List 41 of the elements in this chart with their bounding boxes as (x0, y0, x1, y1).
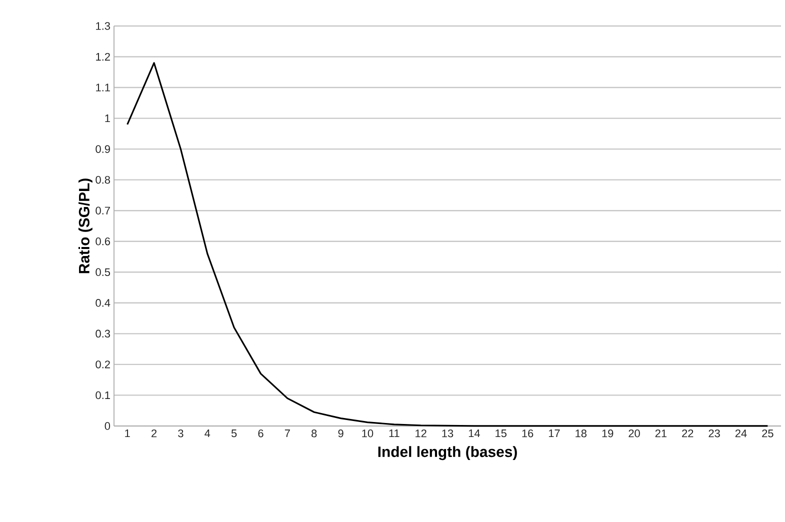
y-tick-label: 0 (104, 422, 110, 430)
y-tick-label: 0.8 (96, 176, 110, 184)
x-tick-label: 11 (389, 430, 400, 438)
x-tick-label: 14 (468, 430, 480, 438)
y-tick-label: 0.4 (96, 299, 110, 307)
x-tick-label: 22 (682, 430, 694, 438)
x-tick-label: 20 (628, 430, 640, 438)
y-tick-label: 1.3 (96, 22, 110, 30)
y-axis-title: Ratio (SG/PL) (78, 178, 92, 274)
y-tick-label: 0.6 (96, 238, 110, 246)
x-tick-label: 4 (204, 430, 210, 438)
y-tick-label: 0.3 (96, 330, 110, 338)
x-tick-label: 15 (496, 430, 506, 438)
y-tick-label: 0.7 (96, 206, 110, 214)
y-tick-label: 1.1 (96, 84, 110, 92)
x-axis-title: Indel length (bases) (378, 446, 517, 460)
y-tick-label: 1.2 (96, 52, 110, 61)
x-tick-label: 6 (258, 430, 264, 438)
x-tick-label: 12 (416, 430, 426, 438)
x-tick-label: 1 (125, 430, 130, 438)
x-tick-label: 21 (655, 430, 667, 438)
x-tick-label: 24 (735, 430, 747, 438)
x-tick-label: 13 (442, 430, 454, 438)
y-tick-label: 0.5 (96, 268, 110, 276)
y-tick-label: 0.2 (96, 360, 110, 368)
x-tick-label: 16 (522, 430, 534, 438)
x-tick-label: 3 (178, 430, 184, 438)
x-tick-label: 23 (708, 430, 720, 438)
x-tick-label: 10 (362, 430, 374, 438)
x-tick-label: 18 (576, 430, 587, 438)
x-tick-label: 8 (312, 430, 317, 438)
x-tick-label: 25 (762, 430, 774, 438)
x-tick-label: 2 (152, 430, 157, 438)
y-tick-label: 1 (105, 114, 110, 122)
x-tick-label: 19 (602, 430, 614, 438)
y-tick-label: 0.1 (96, 391, 110, 400)
x-tick-label: 7 (284, 430, 290, 438)
y-tick-label: 0.9 (96, 145, 110, 153)
x-tick-label: 17 (548, 430, 560, 438)
x-tick-label: 5 (231, 430, 237, 438)
x-tick-label: 9 (338, 430, 344, 438)
